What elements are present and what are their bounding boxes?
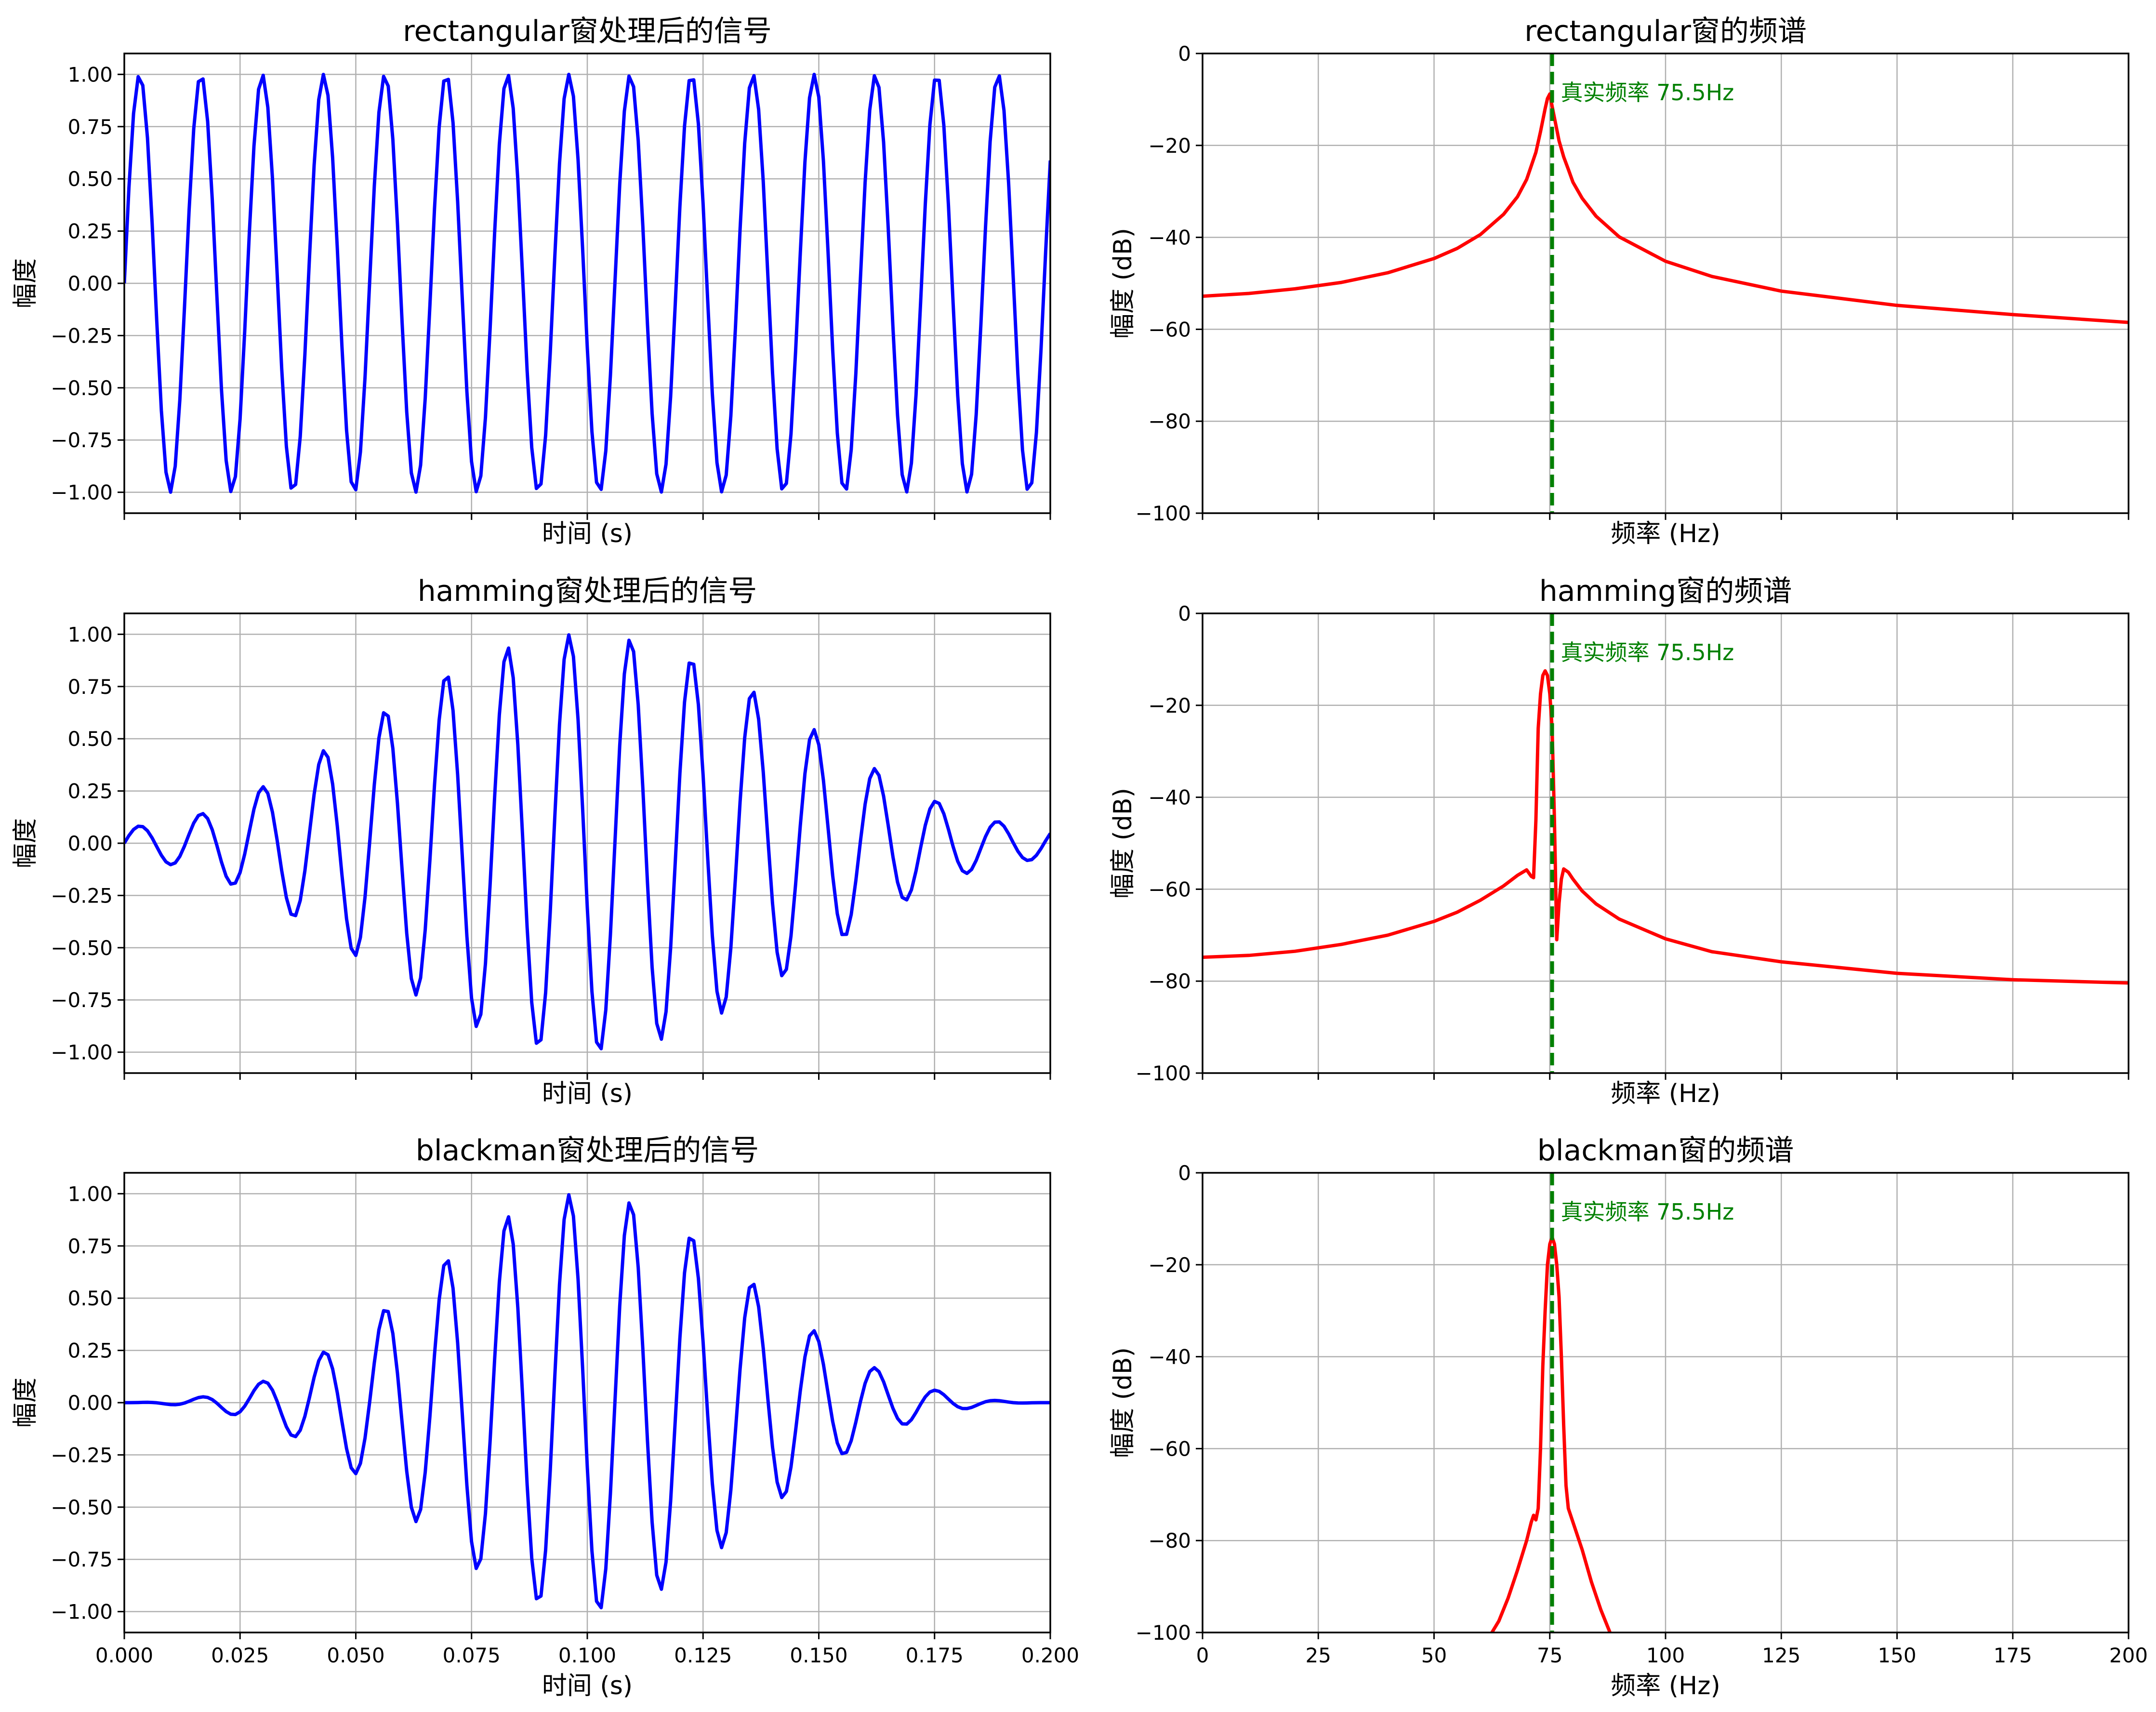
y-tick-label: 0.25 xyxy=(67,220,113,243)
y-axis-label: 幅度 xyxy=(11,1378,40,1428)
subplot-5: 0.000 0.025 0.050 0.075 0.100 0.125 0.150 0.175… xyxy=(11,1134,1079,1700)
y-tick-label: −0.25 xyxy=(51,884,113,907)
y-tick-label: 0 xyxy=(1178,602,1191,625)
subplot-title: blackman窗的频谱 xyxy=(1537,1134,1794,1168)
x-tick-label: 0.150 xyxy=(790,1644,847,1667)
y-tick-label: −20 xyxy=(1148,1253,1191,1277)
y-tick-label: −0.50 xyxy=(51,376,113,400)
y-tick-label: −0.50 xyxy=(51,1496,113,1519)
y-tick-label: −0.25 xyxy=(51,324,113,347)
subplot-title: rectangular窗处理后的信号 xyxy=(403,14,772,48)
x-axis-label: 时间 (s) xyxy=(542,1079,633,1108)
subplot-title: blackman窗处理后的信号 xyxy=(416,1134,759,1168)
y-tick-label: −40 xyxy=(1148,786,1191,810)
x-tick-label: 175 xyxy=(1994,1644,2032,1667)
true-frequency-label: 真实频率 75.5Hz xyxy=(1561,80,1734,106)
y-tick-label: −60 xyxy=(1148,877,1191,901)
y-tick-label: −80 xyxy=(1148,410,1191,433)
subplot-3: −1.00 −0.75 −0.50 −0.25 0.00 0.25 0.50 0.75 1.00… xyxy=(11,574,1051,1108)
x-tick-label: 0.125 xyxy=(674,1644,732,1667)
y-tick-label: −1.00 xyxy=(51,1600,113,1624)
y-tick-label: −100 xyxy=(1136,1062,1191,1085)
y-tick-label: −0.75 xyxy=(51,988,113,1012)
x-tick-label: 0.100 xyxy=(558,1644,616,1667)
subplot-title: rectangular窗的频谱 xyxy=(1524,14,1807,48)
x-tick-label: 0.200 xyxy=(1021,1644,1079,1667)
x-tick-label: 200 xyxy=(2109,1644,2148,1667)
true-frequency-label: 真实频率 75.5Hz xyxy=(1561,639,1734,665)
y-tick-label: −20 xyxy=(1148,134,1191,158)
y-tick-label: −40 xyxy=(1148,1345,1191,1369)
x-axis-label: 时间 (s) xyxy=(542,1672,633,1700)
x-tick-label: 50 xyxy=(1421,1644,1447,1667)
y-axis-label: 幅度 (dB) xyxy=(1109,788,1138,899)
x-tick-label: 0.175 xyxy=(906,1644,964,1667)
x-axis-label: 频率 (Hz) xyxy=(1611,519,1720,548)
x-tick-label: 100 xyxy=(1646,1644,1685,1667)
x-tick-label: 25 xyxy=(1306,1644,1331,1667)
x-tick-label: 75 xyxy=(1537,1644,1562,1667)
y-tick-label: −0.50 xyxy=(51,936,113,960)
y-tick-label: −0.75 xyxy=(51,428,113,452)
y-tick-label: 0 xyxy=(1178,42,1191,66)
y-tick-label: 0.75 xyxy=(67,1234,113,1258)
y-tick-label: −100 xyxy=(1136,1621,1191,1645)
subplot-title: hamming窗处理后的信号 xyxy=(418,574,757,608)
subplot-2: 真实频率 75.5Hz −100 −80 −60 −40 −20 0 rectangular窗… xyxy=(1109,14,2130,548)
series-line xyxy=(124,1193,1050,1609)
y-tick-label: −100 xyxy=(1136,502,1191,525)
x-axis-label: 时间 (s) xyxy=(542,519,633,548)
y-tick-label: 0.25 xyxy=(67,780,113,803)
y-tick-label: 1.00 xyxy=(67,623,113,646)
y-tick-label: 0.75 xyxy=(67,115,113,139)
series-line xyxy=(1203,669,2129,985)
x-axis-label: 频率 (Hz) xyxy=(1611,1672,1720,1700)
y-tick-label: 0.50 xyxy=(67,727,113,751)
true-frequency-label: 真实频率 75.5Hz xyxy=(1561,1199,1734,1225)
x-tick-label: 0.075 xyxy=(443,1644,501,1667)
subplot-title: hamming窗的频谱 xyxy=(1539,574,1792,608)
x-tick-label: 0.025 xyxy=(211,1644,269,1667)
y-tick-label: −40 xyxy=(1148,226,1191,250)
y-tick-label: −60 xyxy=(1148,1437,1191,1460)
x-tick-label: 0.000 xyxy=(95,1644,153,1667)
y-tick-label: 0.50 xyxy=(67,167,113,191)
y-tick-label: 0.00 xyxy=(67,832,113,855)
y-tick-label: −80 xyxy=(1148,1529,1191,1553)
y-tick-label: −1.00 xyxy=(51,1041,113,1064)
y-tick-label: 1.00 xyxy=(67,63,113,86)
y-tick-label: −0.25 xyxy=(51,1443,113,1467)
x-tick-label: 0 xyxy=(1196,1644,1209,1667)
series-line xyxy=(1490,1235,1612,1632)
y-tick-label: −20 xyxy=(1148,694,1191,717)
y-tick-label: −60 xyxy=(1148,318,1191,341)
x-tick-label: 150 xyxy=(1878,1644,1916,1667)
subplot-6: 真实频率 75.5Hz 0 25 50 75 100 125 150 175 200 −100 −80… xyxy=(1109,1134,2148,1700)
y-axis-label: 幅度 xyxy=(11,818,40,868)
y-tick-label: 0.25 xyxy=(67,1339,113,1363)
series-line xyxy=(124,633,1050,1050)
x-tick-label: 125 xyxy=(1762,1644,1800,1667)
y-tick-label: 1.00 xyxy=(67,1182,113,1206)
y-tick-label: −80 xyxy=(1148,969,1191,993)
y-axis-label: 幅度 (dB) xyxy=(1109,1347,1138,1458)
y-tick-label: 0 xyxy=(1178,1161,1191,1185)
y-axis-label: 幅度 (dB) xyxy=(1109,228,1138,339)
x-axis-label: 频率 (Hz) xyxy=(1611,1079,1720,1108)
series-line xyxy=(124,72,1050,494)
subplot-4: 真实频率 75.5Hz −100 −80 −60 −40 −20 0 hamming窗的频谱频… xyxy=(1109,574,2130,1108)
y-tick-label: 0.75 xyxy=(67,675,113,699)
y-tick-label: −1.00 xyxy=(51,481,113,504)
subplot-1: −1.00 −0.75 −0.50 −0.25 0.00 0.25 0.50 0.75 1.00… xyxy=(11,14,1051,548)
y-axis-label: 幅度 xyxy=(11,258,40,308)
y-tick-label: 0.50 xyxy=(67,1287,113,1310)
x-tick-label: 0.050 xyxy=(327,1644,384,1667)
y-tick-label: 0.00 xyxy=(67,272,113,295)
y-tick-label: 0.00 xyxy=(67,1391,113,1415)
y-tick-label: −0.75 xyxy=(51,1548,113,1571)
